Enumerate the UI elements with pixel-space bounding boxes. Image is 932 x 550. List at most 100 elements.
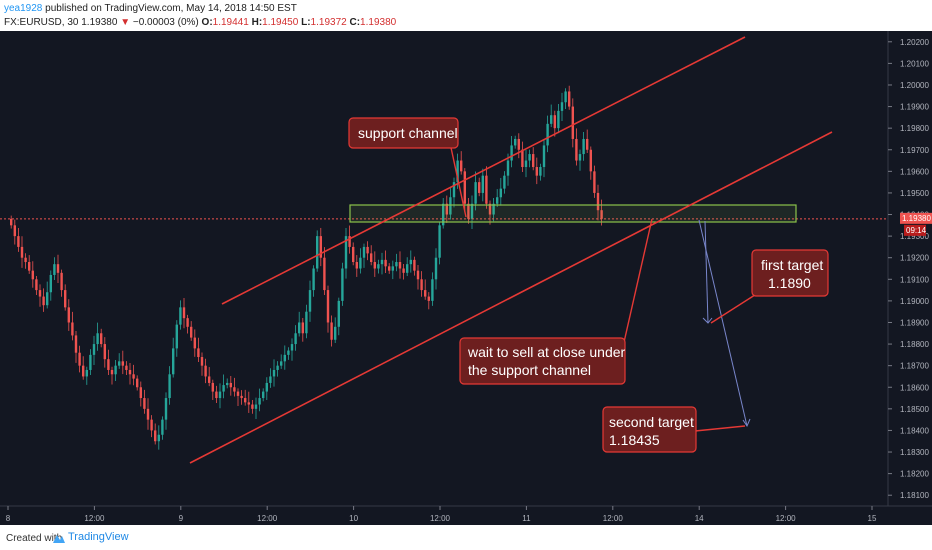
candle-body[interactable] [132, 374, 135, 379]
candle-body[interactable] [193, 337, 196, 349]
candle-body[interactable] [445, 203, 448, 215]
candle-body[interactable] [589, 149, 592, 172]
candle-body[interactable] [467, 203, 470, 219]
candle-body[interactable] [28, 262, 31, 271]
candle-body[interactable] [13, 225, 16, 237]
chart-plot-area[interactable]: support channel wait to sell at close un… [0, 31, 932, 525]
candle-body[interactable] [89, 354, 92, 370]
candle-body[interactable] [294, 333, 297, 345]
candle-body[interactable] [283, 354, 286, 362]
candlestick-chart[interactable]: support channel wait to sell at close un… [0, 31, 932, 525]
candle-body[interactable] [67, 307, 70, 323]
candle-body[interactable] [460, 160, 463, 172]
candle-body[interactable] [49, 274, 52, 293]
candle-body[interactable] [290, 344, 294, 351]
candle-body[interactable] [71, 322, 74, 336]
candle-body[interactable] [366, 246, 369, 254]
candle-body[interactable] [208, 376, 211, 383]
candle-body[interactable] [312, 268, 315, 291]
candle-body[interactable] [222, 385, 225, 392]
price-axis[interactable]: 1.20200 1.20100 1.20000 1.19900 1.19800 1.197… [888, 38, 929, 500]
candle-body[interactable] [528, 154, 531, 161]
time-axis[interactable]: 812:00912:001012:001112:001412:001512:00… [6, 506, 932, 523]
candle-body[interactable] [92, 344, 96, 355]
candle-body[interactable] [596, 192, 600, 211]
candle-body[interactable] [269, 376, 272, 383]
candle-body[interactable] [35, 279, 38, 291]
candle-body[interactable] [301, 322, 304, 334]
candle-body[interactable] [600, 210, 603, 219]
candle-body[interactable] [377, 264, 380, 269]
candle-body[interactable] [164, 398, 168, 420]
candle-body[interactable] [280, 361, 283, 366]
candle-body[interactable] [42, 296, 45, 306]
candle-body[interactable] [348, 236, 351, 247]
candle-body[interactable] [478, 182, 481, 193]
candle-body[interactable] [499, 188, 502, 198]
candle-body[interactable] [103, 344, 106, 360]
candle-body[interactable] [452, 182, 456, 198]
channel-upper-line[interactable] [221, 36, 746, 305]
candle-body[interactable] [352, 246, 355, 263]
channel-lower-line[interactable] [189, 131, 833, 464]
first-target-note-box[interactable] [751, 249, 829, 297]
candle-body[interactable] [53, 264, 56, 275]
candle-body[interactable] [272, 369, 276, 377]
candle-body[interactable] [560, 102, 564, 111]
candle-body[interactable] [305, 311, 308, 334]
author-link[interactable]: yea1928 [4, 3, 43, 14]
candle-body[interactable] [362, 246, 366, 258]
candle-body[interactable] [154, 430, 157, 442]
candle-body[interactable] [146, 408, 150, 420]
candle-body[interactable] [488, 203, 492, 215]
candle-body[interactable] [56, 264, 60, 273]
candle-body[interactable] [514, 138, 517, 146]
candle-body[interactable] [96, 333, 99, 345]
candle-body[interactable] [330, 322, 333, 340]
candle-body[interactable] [337, 300, 340, 327]
tradingview-brand[interactable]: TradingView [68, 531, 129, 543]
candle-body[interactable] [323, 257, 326, 291]
candle-body[interactable] [244, 398, 247, 403]
candle-body[interactable] [546, 123, 549, 146]
candle-body[interactable] [431, 279, 434, 301]
candle-body[interactable] [10, 218, 13, 226]
candle-body[interactable] [420, 279, 423, 291]
candle-body[interactable] [107, 359, 110, 370]
candle-body[interactable] [341, 268, 344, 301]
candle-body[interactable] [438, 225, 441, 258]
candle-body[interactable] [553, 115, 556, 129]
candle-body[interactable] [139, 387, 142, 399]
candle-body[interactable] [510, 145, 513, 161]
candle-body[interactable] [355, 262, 358, 269]
candle-body[interactable] [434, 257, 438, 280]
candle-body[interactable] [172, 348, 175, 375]
candle-body[interactable] [380, 259, 384, 265]
candle-body[interactable] [575, 138, 578, 161]
candle-body[interactable] [395, 262, 398, 267]
candle-body[interactable] [416, 270, 420, 280]
candle-body[interactable] [571, 106, 574, 139]
candle-body[interactable] [100, 333, 103, 345]
candle-body[interactable] [539, 167, 542, 176]
candle-body[interactable] [118, 361, 121, 366]
candle-body[interactable] [287, 350, 290, 355]
candle-body[interactable] [240, 395, 243, 399]
candle-body[interactable] [31, 270, 34, 280]
candle-body[interactable] [517, 138, 520, 150]
candle-body[interactable] [136, 378, 139, 388]
candle-body[interactable] [218, 391, 222, 399]
candle-body[interactable] [370, 253, 373, 263]
candle-body[interactable] [143, 398, 146, 409]
candle-body[interactable] [564, 91, 567, 103]
candle-body[interactable] [161, 419, 164, 435]
candle-body[interactable] [456, 160, 459, 183]
candle-body[interactable] [258, 398, 261, 405]
candle-body[interactable] [175, 324, 178, 349]
candle-body[interactable] [521, 149, 524, 168]
candle-body[interactable] [449, 197, 452, 215]
candle-body[interactable] [78, 352, 81, 366]
candle-body[interactable] [24, 257, 27, 263]
candle-body[interactable] [550, 115, 553, 124]
candle-body[interactable] [150, 419, 153, 431]
